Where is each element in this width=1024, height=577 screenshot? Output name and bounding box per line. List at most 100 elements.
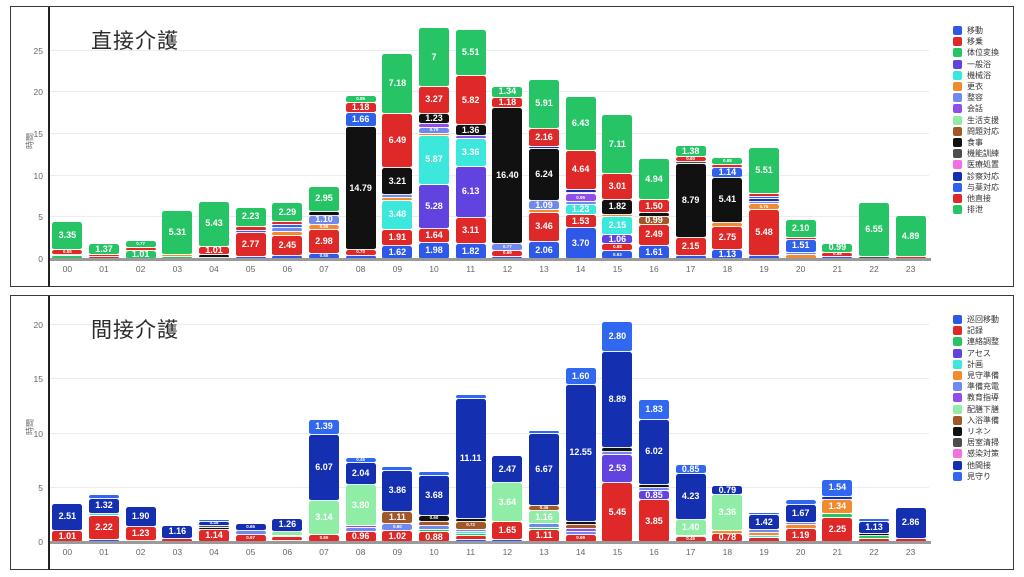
legend-item-12[interactable]: 医療処置 [953, 159, 999, 170]
bar-segment[interactable] [272, 537, 303, 541]
bar-segment[interactable]: 0.55 [309, 254, 339, 259]
stacked-bar-12[interactable]: 0.69 0.77 16.40 1.18 1.34 [492, 86, 523, 259]
bar-segment[interactable] [529, 146, 559, 150]
bar-segment[interactable]: 4.64 [565, 150, 596, 190]
bar-segment[interactable]: 3.86 [382, 470, 413, 513]
bar-segment[interactable] [785, 237, 816, 241]
bar-segment[interactable]: 1.54 [822, 479, 853, 497]
bar-segment[interactable] [822, 514, 853, 518]
bar-segment[interactable] [602, 448, 633, 453]
bar-segment[interactable] [419, 134, 449, 136]
legend-item-16[interactable]: 排泄 [953, 204, 999, 215]
bar-segment[interactable] [529, 210, 559, 213]
bar-segment[interactable]: 6.02 [639, 419, 669, 486]
bar-segment[interactable]: 1.34 [822, 499, 853, 515]
bar-segment[interactable] [859, 535, 889, 540]
bar-segment[interactable]: 2.49 [639, 224, 669, 246]
bar-segment[interactable] [455, 539, 486, 542]
bar-segment[interactable] [785, 525, 816, 530]
bar-segment[interactable] [272, 231, 303, 236]
bar-segment[interactable] [455, 394, 486, 399]
stacked-bar-08[interactable]: 0.70 14.79 1.66 1.18 0.85 [345, 96, 376, 259]
stacked-bar-16[interactable]: 3.85 0.85 6.02 1.83 [639, 399, 669, 542]
bar-segment[interactable]: 0.78 [712, 533, 743, 542]
bar-segment[interactable] [455, 519, 486, 522]
bar-segment[interactable]: 1.98 [419, 242, 449, 259]
bar-segment[interactable]: 1.90 [125, 506, 156, 528]
bar-segment[interactable]: 0.88 [712, 158, 743, 166]
legend-item-10[interactable]: 食事 [953, 137, 999, 148]
stacked-bar-05[interactable]: 2.77 2.23 [235, 208, 266, 259]
stacked-bar-03[interactable]: 5.31 [162, 210, 193, 259]
bar-segment[interactable]: 2.16 [529, 128, 559, 147]
legend-item-7[interactable]: 教育指導 [953, 392, 999, 403]
bar-segment[interactable] [419, 522, 449, 526]
bar-segment[interactable]: 3.70 [565, 228, 596, 259]
bar-segment[interactable]: 14.79 [345, 126, 376, 251]
bar-segment[interactable]: 3.01 [602, 174, 633, 200]
stacked-bar-22[interactable]: 1.13 [859, 519, 889, 542]
bar-segment[interactable]: 0.96 [345, 531, 376, 542]
bar-segment[interactable]: 2.80 [602, 321, 633, 352]
bar-segment[interactable]: 1.61 [639, 245, 669, 259]
bar-segment[interactable]: 3.80 [345, 484, 376, 527]
bar-segment[interactable]: 1.19 [785, 529, 816, 542]
bar-segment[interactable] [455, 136, 486, 139]
stacked-bar-06[interactable]: 2.45 2.29 [272, 203, 303, 259]
legend-item-1[interactable]: 記録 [953, 325, 999, 336]
stacked-bar-19[interactable]: 1.42 [749, 512, 779, 542]
bar-segment[interactable]: 7.11 [602, 115, 633, 175]
bar-segment[interactable] [749, 256, 779, 259]
bar-segment[interactable]: 2.95 [309, 187, 339, 212]
legend-item-11[interactable]: 居室清掃 [953, 437, 999, 448]
bar-segment[interactable] [455, 534, 486, 537]
bar-segment[interactable]: 3.64 [492, 483, 523, 523]
legend-item-6[interactable]: 整容 [953, 92, 999, 103]
bar-segment[interactable]: 8.79 [675, 164, 706, 238]
bar-segment[interactable]: 2.53 [602, 455, 633, 483]
bar-segment[interactable] [89, 495, 119, 500]
legend-item-13[interactable]: 他間接 [953, 459, 999, 470]
bar-segment[interactable]: 0.77 [125, 241, 156, 248]
bar-segment[interactable]: 1.82 [602, 199, 633, 215]
stacked-bar-07[interactable]: 0.66 3.14 6.07 1.39 [309, 419, 339, 542]
bar-segment[interactable] [749, 538, 779, 542]
bar-segment[interactable]: 1.02 [382, 530, 413, 542]
bar-segment[interactable]: 1.16 [162, 526, 193, 539]
bar-segment[interactable] [162, 254, 193, 258]
bar-segment[interactable] [382, 198, 413, 201]
bar-segment[interactable]: 4.94 [639, 159, 669, 201]
bar-segment[interactable] [492, 256, 523, 259]
bar-segment[interactable]: 2.04 [345, 462, 376, 485]
bar-segment[interactable] [455, 536, 486, 540]
bar-segment[interactable] [675, 162, 706, 165]
stacked-bar-10[interactable]: 1.98 1.64 5.28 5.87 0.79 1.23 3.27 7 [419, 28, 449, 259]
bar-segment[interactable]: 2.29 [272, 203, 303, 223]
legend-item-5[interactable]: 更衣 [953, 81, 999, 92]
bar-segment[interactable] [639, 485, 669, 488]
bar-segment[interactable] [309, 211, 339, 216]
bar-segment[interactable] [749, 199, 779, 202]
bar-segment[interactable]: 8.89 [602, 351, 633, 449]
bar-segment[interactable]: 4.23 [675, 474, 706, 521]
stacked-bar-06[interactable]: 1.26 [272, 518, 303, 542]
bar-segment[interactable]: 5.28 [419, 184, 449, 229]
bar-segment[interactable]: 0.55 [309, 225, 339, 230]
stacked-bar-11[interactable]: 0.72 11.11 [455, 394, 486, 542]
bar-segment[interactable]: 1.06 [602, 235, 633, 244]
bar-segment[interactable] [675, 535, 706, 538]
bar-segment[interactable]: 5.45 [602, 482, 633, 542]
legend-item-0[interactable]: 移動 [953, 25, 999, 36]
legend-item-12[interactable]: 感染対策 [953, 448, 999, 459]
bar-segment[interactable] [235, 256, 266, 259]
stacked-bar-17[interactable]: 0.45 1.40 4.23 0.85 [675, 465, 706, 542]
bar-segment[interactable]: 5.51 [749, 148, 779, 195]
bar-segment[interactable]: 0.67 [235, 534, 266, 542]
bar-segment[interactable]: 0.93 [602, 251, 633, 259]
bar-segment[interactable]: 1.65 [492, 522, 523, 541]
bar-segment[interactable]: 0.45 [675, 537, 706, 542]
bar-segment[interactable]: 3.36 [455, 138, 486, 167]
bar-segment[interactable]: 6.07 [309, 434, 339, 501]
bar-segment[interactable] [822, 496, 853, 500]
bar-segment[interactable]: 0.70 [345, 250, 376, 257]
